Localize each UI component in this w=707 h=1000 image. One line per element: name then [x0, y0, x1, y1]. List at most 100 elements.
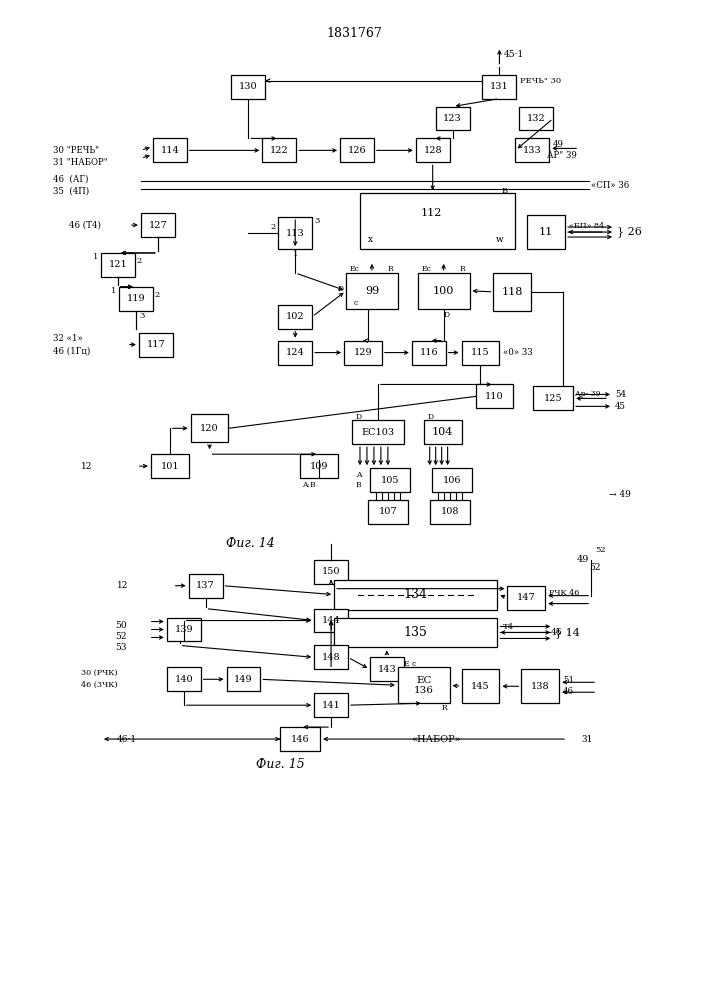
Bar — [515, 138, 549, 162]
Text: 109: 109 — [310, 462, 328, 471]
Bar — [279, 305, 312, 329]
Bar — [352, 420, 404, 444]
Text: 52: 52 — [589, 563, 600, 572]
Bar — [279, 341, 312, 365]
Text: 137: 137 — [197, 581, 215, 590]
Text: 53: 53 — [115, 643, 127, 652]
Text: 135: 135 — [404, 626, 428, 639]
Text: 2: 2 — [270, 223, 276, 231]
Text: EC103: EC103 — [361, 428, 395, 437]
Text: 148: 148 — [322, 653, 340, 662]
Text: 45·1: 45·1 — [503, 50, 524, 59]
Bar — [226, 667, 260, 691]
Text: 1: 1 — [93, 253, 98, 261]
Bar — [167, 618, 201, 641]
Bar — [262, 138, 296, 162]
Text: B: B — [356, 481, 361, 489]
Text: 52: 52 — [595, 546, 606, 554]
Text: АР" 39: АР" 39 — [547, 151, 577, 160]
Bar — [314, 609, 348, 632]
Text: 124: 124 — [286, 348, 305, 357]
Bar — [476, 384, 513, 408]
Text: 102: 102 — [286, 312, 305, 321]
Text: 132: 132 — [527, 114, 546, 123]
Bar — [411, 341, 445, 365]
Bar — [191, 414, 228, 442]
Text: A:B: A:B — [302, 481, 316, 489]
Bar — [432, 468, 472, 492]
Bar — [360, 193, 515, 249]
Text: «0» 33: «0» 33 — [503, 348, 533, 357]
Text: 118: 118 — [502, 287, 523, 297]
Text: 108: 108 — [440, 507, 459, 516]
Text: 31 "НАБОР": 31 "НАБОР" — [53, 158, 108, 167]
Text: 141: 141 — [322, 701, 341, 710]
Bar — [141, 213, 175, 237]
Text: 117: 117 — [146, 340, 165, 349]
Text: «CП» 36: «CП» 36 — [591, 181, 629, 190]
Text: РЕЧЬ" 30: РЕЧЬ" 30 — [520, 77, 561, 85]
Text: 100: 100 — [433, 286, 455, 296]
Text: 101: 101 — [160, 462, 179, 471]
Text: 31: 31 — [581, 735, 592, 744]
Text: 130: 130 — [239, 82, 258, 91]
Text: 2: 2 — [137, 257, 142, 265]
Bar — [493, 273, 531, 311]
Text: 140: 140 — [175, 675, 193, 684]
Bar — [279, 217, 312, 249]
Bar — [151, 454, 189, 478]
Text: 123: 123 — [443, 114, 462, 123]
Text: R: R — [388, 265, 394, 273]
Bar — [370, 657, 404, 681]
Text: 149: 149 — [234, 675, 252, 684]
Bar — [482, 75, 516, 99]
Text: 51: 51 — [563, 676, 574, 685]
Bar — [520, 107, 553, 130]
Text: 49: 49 — [553, 140, 564, 149]
Text: 129: 129 — [354, 348, 373, 357]
Text: w: w — [496, 235, 503, 244]
Bar — [314, 560, 348, 584]
Text: 1831767: 1831767 — [326, 27, 382, 40]
Text: 104: 104 — [432, 427, 453, 437]
Text: EC
136: EC 136 — [414, 676, 433, 695]
Text: A: A — [356, 471, 361, 479]
Bar — [119, 287, 153, 311]
Text: 144: 144 — [322, 616, 341, 625]
Bar — [533, 386, 573, 410]
Text: Ар- 39: Ар- 39 — [575, 390, 601, 398]
Bar — [280, 727, 320, 751]
Text: 112: 112 — [421, 208, 443, 218]
Bar — [231, 75, 265, 99]
Text: 107: 107 — [378, 507, 397, 516]
Text: 106: 106 — [443, 476, 461, 485]
Text: Ec: Ec — [350, 265, 360, 273]
Bar — [370, 468, 410, 492]
Text: 138: 138 — [531, 682, 549, 691]
Text: E: E — [404, 660, 409, 668]
Bar — [334, 618, 498, 647]
Text: 126: 126 — [348, 146, 366, 155]
Text: Фиг. 14: Фиг. 14 — [226, 537, 275, 550]
Text: D: D — [444, 311, 450, 319]
Text: c: c — [354, 299, 358, 307]
Bar — [368, 500, 408, 524]
Text: 128: 128 — [423, 146, 442, 155]
Text: 2: 2 — [155, 291, 160, 299]
Text: 133: 133 — [523, 146, 542, 155]
Text: 46: 46 — [563, 687, 574, 696]
Bar — [430, 500, 469, 524]
Bar — [398, 667, 450, 703]
Bar — [300, 454, 338, 478]
Bar — [462, 669, 499, 703]
Text: 32 «1»: 32 «1» — [53, 334, 83, 343]
Bar — [334, 580, 498, 610]
Text: 30 (РЧК): 30 (РЧК) — [81, 669, 117, 677]
Bar — [423, 420, 462, 444]
Text: 52: 52 — [115, 632, 127, 641]
Text: R: R — [460, 265, 465, 273]
Text: 150: 150 — [322, 567, 340, 576]
Text: 35  (4П): 35 (4П) — [53, 187, 89, 196]
Bar — [416, 138, 450, 162]
Bar — [346, 273, 398, 309]
